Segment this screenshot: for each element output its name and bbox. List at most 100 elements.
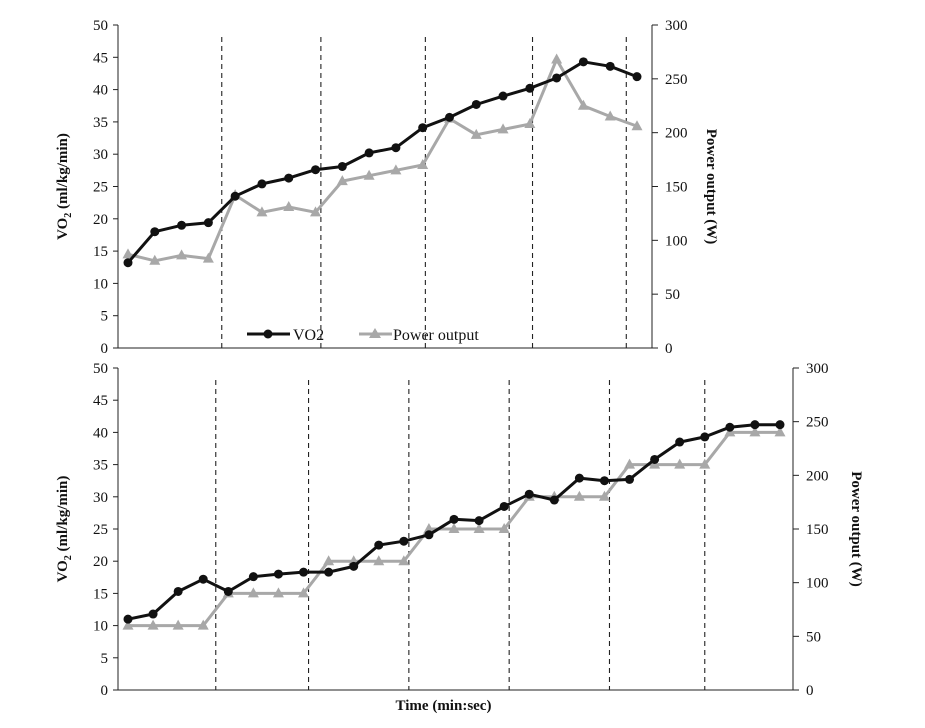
bottom-series-power-output-point bbox=[122, 619, 134, 630]
bottom-left-tick-label: 35 bbox=[93, 458, 108, 474]
bottom-series-vo2-point bbox=[474, 516, 484, 526]
bottom-series-vo2-point bbox=[775, 420, 785, 430]
bottom-right-tick-label: 200 bbox=[806, 468, 829, 484]
top-series-vo2-point bbox=[525, 83, 535, 93]
top-series-power-output-point bbox=[631, 120, 643, 131]
top-series-vo2-point bbox=[552, 73, 562, 83]
top-series-vo2-point bbox=[230, 191, 240, 201]
top-series-vo2-point bbox=[391, 143, 401, 153]
top-series-power-output-point bbox=[470, 128, 482, 139]
top-left-tick-label: 5 bbox=[101, 309, 109, 325]
top-series-vo2-point bbox=[418, 123, 428, 133]
bottom-series-power-output-point bbox=[147, 619, 159, 630]
top-right-tick-label: 200 bbox=[665, 126, 688, 142]
chart-bottom: 0 5 10 15 20 25 30 35 40 45 50 0 50 100 150 200 250 300 VO… bbox=[55, 361, 864, 714]
top-series-vo2-point bbox=[257, 179, 267, 189]
top-series-power-output-line bbox=[127, 58, 638, 263]
top-series-vo2-line bbox=[126, 60, 638, 264]
bottom-left-tick-label: 30 bbox=[93, 490, 108, 506]
bottom-left-tick-label: 20 bbox=[93, 554, 108, 570]
bottom-series-power-output-point bbox=[674, 458, 686, 469]
bottom-series-power-output-point bbox=[498, 523, 510, 533]
bottom-series-power-output-point bbox=[598, 490, 610, 501]
top-right-tick-label: 300 bbox=[665, 18, 688, 34]
top-right-tick-label: 100 bbox=[665, 233, 688, 249]
top-series-power-output-point bbox=[524, 118, 536, 129]
top-series-power-output-point bbox=[149, 254, 161, 265]
bottom-series-vo2-point bbox=[675, 437, 685, 447]
top-series-power-output-point bbox=[577, 99, 589, 110]
bottom-series-power-output-point bbox=[448, 523, 460, 533]
bottom-series-power-output-point bbox=[197, 619, 209, 630]
top-series-vo2-point bbox=[444, 112, 454, 122]
top-series-power-output-point bbox=[122, 248, 134, 259]
bottom-left-tick-label: 25 bbox=[93, 522, 108, 538]
bottom-series-vo2-point bbox=[123, 614, 133, 624]
bottom-left-tick-label: 40 bbox=[93, 425, 108, 441]
top-series-vo2-point bbox=[578, 57, 588, 67]
top-series-power-output-point bbox=[551, 53, 563, 64]
bottom-right-tick-label: 250 bbox=[806, 415, 829, 431]
bottom-series-power-output-point bbox=[272, 587, 284, 598]
bottom-series-power-output-point bbox=[774, 426, 786, 437]
bottom-series-power-output-point bbox=[699, 458, 711, 469]
bottom-series-power-output-point bbox=[398, 555, 410, 566]
top-right-axis-title: Power output (W) bbox=[703, 129, 719, 245]
bottom-series-power-output-point bbox=[473, 523, 485, 533]
top-series-power-output-point bbox=[497, 123, 509, 134]
bottom-series-vo2-point bbox=[524, 489, 534, 499]
bottom-series-vo2-point bbox=[499, 501, 509, 511]
bottom-right-tick-label: 0 bbox=[806, 683, 814, 699]
top-series-vo2-point bbox=[311, 165, 321, 175]
top-left-tick-label: 10 bbox=[93, 276, 108, 292]
bottom-series-vo2-point bbox=[273, 569, 283, 579]
bottom-series-power-output-point bbox=[423, 523, 435, 533]
legend-power-triangle-marker bbox=[369, 328, 381, 338]
bottom-left-tick-label: 10 bbox=[93, 619, 108, 635]
bottom-x-axis-title: Time (min:sec) bbox=[396, 698, 492, 714]
bottom-series-vo2-point bbox=[198, 574, 208, 584]
legend-vo2-circle-marker bbox=[263, 329, 273, 339]
bottom-series-vo2-point bbox=[750, 420, 760, 430]
bottom-right-tick-label: 300 bbox=[806, 361, 829, 377]
top-series-vo2-point bbox=[203, 218, 213, 228]
top-left-tick-label: 15 bbox=[93, 244, 108, 260]
bottom-series-vo2-point bbox=[599, 476, 609, 486]
bottom-right-tick-label: 100 bbox=[806, 576, 829, 592]
bottom-series-vo2-point bbox=[324, 567, 334, 577]
top-series-vo2-point bbox=[498, 91, 508, 101]
bottom-series-vo2-point bbox=[549, 495, 559, 505]
bottom-series-vo2-point bbox=[248, 572, 258, 582]
top-series-power-output-point bbox=[256, 206, 268, 217]
bottom-series-power-output-point bbox=[323, 555, 335, 566]
bottom-right-tick-label: 150 bbox=[806, 522, 829, 538]
chart-top: 0 5 10 15 20 25 30 35 40 45 50 0 50 100 150 200 250 300 VO… bbox=[55, 18, 719, 357]
bottom-series-vo2-point bbox=[173, 586, 183, 596]
legend-label-power-output: Power output bbox=[393, 327, 479, 344]
top-left-tick-label: 30 bbox=[93, 147, 108, 163]
top-left-tick-label: 35 bbox=[93, 115, 108, 131]
bottom-series-vo2-point bbox=[650, 454, 660, 464]
top-left-tick-label: 25 bbox=[93, 180, 108, 196]
top-left-tick-label: 20 bbox=[93, 212, 108, 228]
top-series-vo2-point bbox=[284, 173, 294, 183]
bottom-left-tick-label: 45 bbox=[93, 393, 108, 409]
top-series-power-output-point bbox=[363, 169, 375, 180]
bottom-left-tick-label: 0 bbox=[101, 683, 109, 699]
bottom-series-power-output-point bbox=[749, 426, 761, 437]
top-series-vo2-point bbox=[177, 220, 187, 230]
top-left-tick-label: 0 bbox=[101, 341, 109, 357]
bottom-right-tick-label: 50 bbox=[806, 629, 821, 645]
top-left-axis-title: VO2 (ml/kg/min) bbox=[55, 133, 74, 240]
top-right-tick-label: 250 bbox=[665, 72, 688, 88]
bottom-series-power-output-point bbox=[247, 587, 259, 598]
bottom-left-tick-label: 50 bbox=[93, 361, 108, 377]
top-right-tick-label: 50 bbox=[665, 287, 680, 303]
bottom-series-vo2-point bbox=[349, 561, 359, 571]
top-left-tick-label: 50 bbox=[93, 18, 108, 34]
top-series-vo2-point bbox=[337, 161, 347, 171]
top-left-tick-label: 40 bbox=[93, 83, 108, 99]
legend: VO2 Power output bbox=[247, 327, 479, 344]
bottom-series-power-output-point bbox=[298, 587, 310, 598]
bottom-left-tick-label: 15 bbox=[93, 586, 108, 602]
